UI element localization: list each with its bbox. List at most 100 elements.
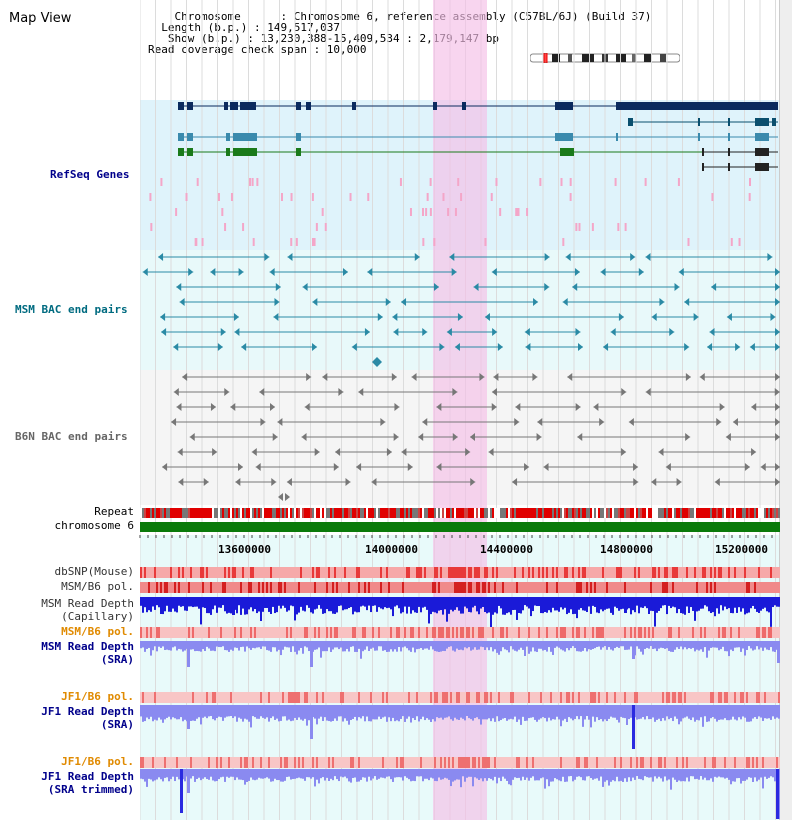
repeat-segment — [746, 508, 748, 518]
polymorphism-cell — [308, 582, 310, 593]
polymorphism-cell — [720, 582, 722, 593]
depth-bar — [424, 641, 426, 649]
depth-bar — [750, 705, 752, 722]
bac-end-marker — [401, 448, 407, 456]
repeat-segment — [286, 508, 288, 518]
bac-end-marker — [659, 298, 665, 306]
bac-end-marker — [684, 298, 690, 306]
polymorphism-cell — [378, 692, 380, 703]
polymorphism-cell — [322, 627, 324, 638]
polymorphism-cell — [560, 567, 562, 578]
polymorphism-cell — [556, 627, 558, 638]
polymorphism-cell — [308, 692, 310, 703]
polymorphism-cell — [374, 692, 376, 703]
depth-bar — [746, 769, 748, 780]
depth-bar — [604, 705, 606, 720]
info-length: Length (b.p.) : 149,517,037 — [148, 21, 341, 34]
repeat-segment — [360, 508, 362, 518]
bac-end-marker — [241, 343, 247, 351]
polymorphism-cell — [638, 582, 640, 593]
polymorphism-cell — [626, 582, 628, 593]
depth-bar — [494, 769, 496, 777]
depth-bar — [226, 597, 228, 614]
repeat-segment — [722, 508, 724, 518]
depth-bar — [472, 597, 474, 608]
depth-bar — [288, 641, 290, 648]
polymorphism-cell — [766, 692, 768, 703]
depth-bar — [204, 597, 206, 608]
bac-end-marker — [278, 493, 283, 501]
depth-bar — [298, 597, 300, 613]
polymorphism-cell — [528, 567, 530, 578]
polymorphism-cell — [604, 582, 606, 593]
polymorphism-cell — [566, 567, 568, 578]
repeat-segment — [318, 508, 320, 518]
polymorphism-cell — [372, 692, 374, 703]
polymorphism-cell — [580, 757, 582, 768]
polymorphism-cell — [208, 692, 210, 703]
depth-bar — [470, 597, 472, 613]
polymorphism-cell — [308, 757, 310, 768]
polymorphism-cell — [526, 627, 528, 638]
depth-bar — [518, 705, 520, 720]
depth-bar — [582, 597, 584, 611]
depth-bar — [574, 769, 576, 780]
depth-bar — [308, 597, 310, 608]
polymorphism-cell — [406, 627, 408, 638]
depth-bar — [568, 705, 570, 718]
depth-bar — [310, 769, 312, 779]
bac-end-marker — [711, 283, 717, 291]
polymorphism-cell — [376, 567, 378, 578]
repeat-segment — [564, 508, 566, 518]
right-scrollbar[interactable] — [779, 0, 792, 820]
polymorphism-cell — [456, 582, 458, 593]
polymorphism-cell — [278, 567, 280, 578]
depth-bar — [364, 705, 366, 722]
bac-end-marker — [454, 343, 460, 351]
depth-bar — [208, 641, 210, 649]
polymorphism-cell — [428, 567, 430, 578]
repeat-segment — [314, 508, 316, 518]
polymorphism-cell — [712, 567, 714, 578]
polymorphism-cell — [506, 567, 508, 578]
depth-bar — [350, 769, 352, 783]
polymorphism-cell — [640, 567, 642, 578]
depth-bar — [624, 769, 626, 779]
depth-bar — [606, 641, 608, 650]
depth-bar — [190, 641, 192, 650]
bac-end-marker — [767, 253, 773, 261]
depth-bar — [208, 597, 210, 614]
depth-bar — [190, 597, 192, 607]
depth-bar — [196, 705, 198, 719]
polymorphism-cell — [194, 582, 196, 593]
depth-bar — [550, 769, 552, 782]
polymorphism-cell — [154, 567, 156, 578]
depth-bar — [532, 597, 534, 612]
depth-bar — [172, 769, 174, 777]
polymorphism-cell — [358, 757, 360, 768]
polymorphism-cell — [650, 582, 652, 593]
depth-bar — [392, 769, 394, 782]
polymorphism-cell — [214, 692, 216, 703]
depth-bar — [772, 597, 774, 608]
depth-bar — [156, 641, 158, 652]
repeat-segment — [694, 508, 696, 518]
repeat-segment — [162, 508, 164, 518]
polymorphism-cell — [186, 627, 188, 638]
bac-end-marker — [567, 373, 573, 381]
depth-bar — [300, 597, 302, 607]
bac-end-marker — [562, 298, 568, 306]
refseq-minor-tick — [280, 193, 283, 201]
polymorphism-cell — [320, 582, 322, 593]
polymorphism-cell — [476, 627, 478, 638]
polymorphism-cell — [552, 692, 554, 703]
repeat-segment — [156, 508, 158, 518]
polymorphism-cell — [288, 567, 290, 578]
polymorphism-cell — [718, 757, 720, 768]
polymorphism-cell — [582, 692, 584, 703]
depth-bar — [490, 597, 492, 627]
polymorphism-cell — [496, 567, 498, 578]
depth-bar — [712, 641, 714, 648]
polymorphism-cell — [608, 567, 610, 578]
